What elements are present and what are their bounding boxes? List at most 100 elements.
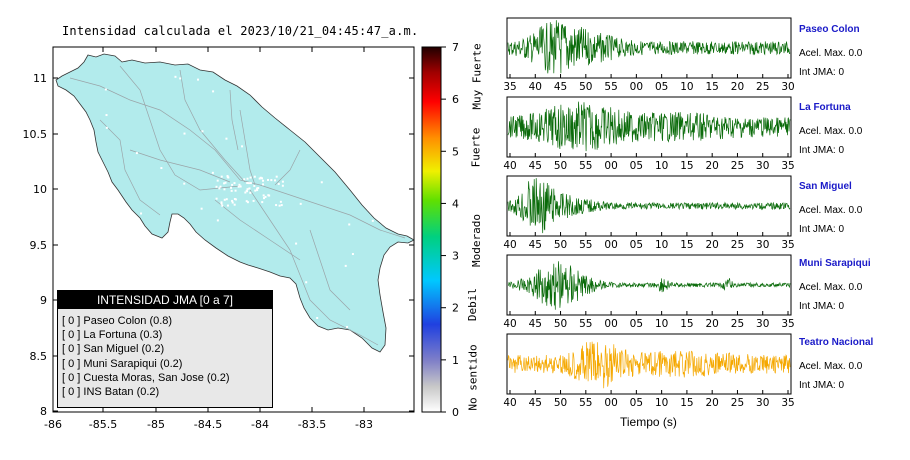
city-marker <box>281 184 284 187</box>
city-marker <box>179 77 182 80</box>
seismogram-tick-label: 30 <box>781 81 794 93</box>
colorbar-tick-label: 3 <box>452 250 459 263</box>
city-marker <box>220 201 223 204</box>
city-marker <box>230 186 233 189</box>
city-marker <box>348 223 351 226</box>
seismogram-tick-label: 40 <box>503 160 516 172</box>
seismogram-tick-label: 25 <box>731 160 744 172</box>
seismogram-tick-label: 50 <box>554 397 567 409</box>
station-int: Int JMA: 0 <box>799 380 845 391</box>
city-marker <box>237 185 240 188</box>
city-marker <box>219 185 222 188</box>
station-info-san-miguel: Acel. Max. 0.0 Int JMA: 0 <box>799 201 862 239</box>
seismogram-tick-label: 55 <box>604 81 617 93</box>
city-marker <box>246 201 249 204</box>
station-info-teatro-nacional: Acel. Max. 0.0 Int JMA: 0 <box>799 357 862 395</box>
seismogram-tick-label: 25 <box>731 318 744 330</box>
seismogram-panel: 40 45 50 55 00 05 10 15 20 25 30 35 <box>503 96 795 172</box>
legend-list: [ 0 ] Paseo Colon (0.8) [ 0 ] La Fortuna… <box>58 309 272 399</box>
city-marker <box>243 178 246 181</box>
city-marker <box>320 181 323 184</box>
colorbar-tick-label: 0 <box>452 406 459 419</box>
city-marker <box>218 187 221 190</box>
city-marker <box>140 212 143 215</box>
city-marker <box>249 182 252 185</box>
road <box>119 65 241 191</box>
city-marker <box>262 194 265 197</box>
seismogram-tick-label: 30 <box>756 239 769 251</box>
station-acel: Acel. Max. 0.0 <box>799 282 863 293</box>
city-marker <box>238 183 241 186</box>
city-marker <box>241 145 244 148</box>
colorbar-tick-label: 1 <box>452 354 459 367</box>
road <box>179 69 246 183</box>
station-acel: Acel. Max. 0.0 <box>799 126 863 137</box>
seismogram-tick-label: 35 <box>503 81 516 93</box>
city-marker <box>239 185 242 188</box>
city-marker <box>149 269 152 272</box>
city-marker <box>225 137 228 140</box>
seismogram-tick-label: 45 <box>529 318 542 330</box>
intensity-legend: INTENSIDAD JMA [0 a 7] [ 0 ] Paseo Colon… <box>57 290 273 408</box>
city-marker <box>223 188 226 191</box>
seismogram-tick-label: 20 <box>705 239 718 251</box>
seismogram-tick-label: 50 <box>579 81 592 93</box>
city-marker <box>220 175 223 178</box>
city-marker <box>344 264 347 267</box>
city-marker <box>277 111 280 114</box>
city-marker <box>252 199 255 202</box>
map-y-tick-label: 10 <box>33 183 47 196</box>
city-marker <box>283 115 286 118</box>
city-marker <box>263 197 266 200</box>
seismogram-tick-label: 00 <box>604 239 617 251</box>
seismogram-tick-label: 05 <box>630 318 643 330</box>
city-marker <box>104 88 107 91</box>
city-marker <box>305 281 308 284</box>
city-marker <box>226 175 229 178</box>
seismogram-waveform <box>507 178 791 234</box>
map-x-tick-label: -83 <box>355 418 373 431</box>
seismogram-tick-label: 20 <box>705 160 718 172</box>
city-marker <box>261 201 264 204</box>
seismogram-tick-label: 15 <box>680 318 693 330</box>
city-marker <box>278 204 281 207</box>
time-axis-label: Tiempo (s) <box>620 415 677 429</box>
seismogram-frame <box>506 175 792 237</box>
map-area <box>55 53 414 353</box>
seismogram-tick-label: 45 <box>529 239 542 251</box>
level-debil: Debil <box>466 287 480 322</box>
seismogram-tick-label: 15 <box>680 239 693 251</box>
station-int: Int JMA: 0 <box>799 145 845 156</box>
city-marker <box>299 202 302 205</box>
city-marker <box>267 178 270 181</box>
map-x-tick-label: -85.5 <box>89 418 117 431</box>
station-info-muni-sarapiqui: Acel. Max. 0.0 Int JMA: 0 <box>799 278 862 316</box>
city-marker <box>316 316 319 319</box>
city-marker <box>183 132 186 135</box>
legend-item: [ 0 ] Paseo Colon (0.8) <box>62 315 173 327</box>
city-marker <box>249 191 252 194</box>
city-marker <box>225 198 228 201</box>
legend-item: [ 0 ] Muni Sarapiqui (0.2) <box>62 357 183 370</box>
level-muy-fuerte: Muy Fuerte <box>470 43 484 110</box>
map-y-axis: 11 10.5 10 9.5 9 8.5 8 <box>23 72 414 418</box>
city-marker <box>275 204 278 207</box>
city-marker <box>262 183 265 186</box>
city-marker <box>174 75 177 78</box>
seismogram-tick-label: 30 <box>756 160 769 172</box>
city-marker <box>335 77 338 80</box>
city-marker <box>277 182 280 185</box>
city-marker <box>105 114 108 117</box>
city-marker <box>160 167 163 170</box>
seismogram-frame <box>506 17 792 79</box>
road <box>274 149 301 186</box>
city-marker <box>264 195 267 198</box>
colorbar-tick-label: 4 <box>452 197 459 210</box>
city-marker <box>245 189 248 192</box>
station-int: Int JMA: 0 <box>799 67 845 78</box>
city-marker <box>135 152 138 155</box>
city-marker <box>233 182 236 185</box>
seismogram-tick-label: 50 <box>554 239 567 251</box>
station-name-la-fortuna: La Fortuna <box>799 102 851 113</box>
city-marker <box>350 98 353 101</box>
